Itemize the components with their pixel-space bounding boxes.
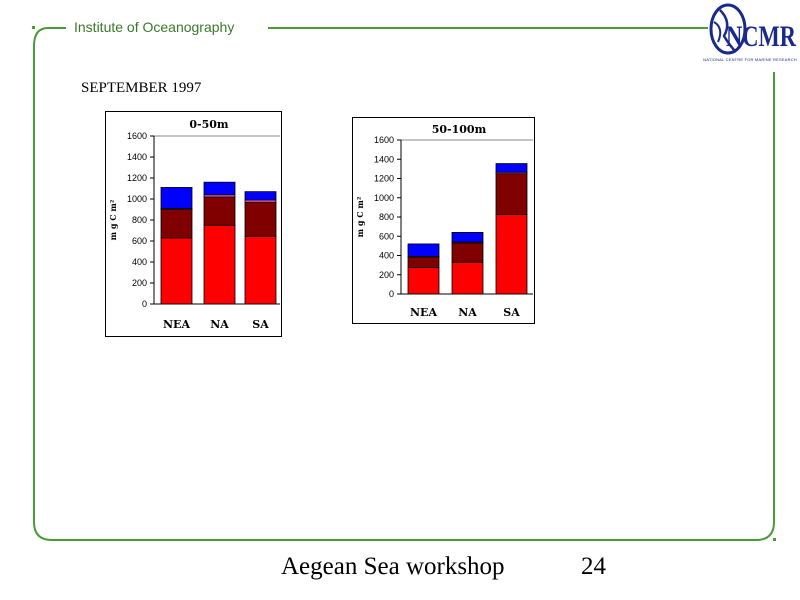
logo-text: NCMR	[726, 20, 796, 53]
bar-segment	[495, 163, 528, 173]
y-axis-label: m g C m²	[108, 199, 118, 240]
chart-title: 50-100m	[432, 123, 487, 136]
bar-segment	[203, 181, 236, 196]
bar-segment	[203, 196, 236, 226]
y-tick-label: 200	[379, 270, 394, 280]
bar-segment	[495, 214, 528, 295]
x-category-label: NA	[458, 306, 477, 319]
y-tick-label: 600	[379, 231, 394, 241]
frame-border	[33, 27, 775, 541]
chart-50-100m: 50-100m 0 200 400 600 800 1000 1200 1400 1600 m g …	[352, 117, 535, 324]
y-tick-label: 1200	[127, 173, 147, 183]
y-tick-label: 1200	[374, 174, 394, 184]
bar-segment	[160, 209, 193, 239]
institute-title: Institute of Oceanography	[74, 19, 235, 35]
logo-subtitle: NATIONAL CENTRE FOR MARINE RESEARCH	[703, 57, 797, 62]
x-category-label: SA	[252, 318, 269, 331]
bar-segment	[451, 232, 484, 243]
y-tick-label: 600	[132, 236, 147, 246]
y-tick-label: 1600	[127, 131, 147, 141]
x-category-label: SA	[503, 306, 520, 319]
bar-segment	[244, 201, 277, 237]
chart-title: 0-50m	[189, 118, 229, 131]
corner-mark	[773, 538, 776, 541]
bar-segment	[244, 235, 277, 305]
y-tick-label: 800	[379, 212, 394, 222]
bar-segment	[244, 191, 277, 201]
y-tick-label: 400	[379, 251, 394, 261]
bar-segment	[495, 173, 528, 215]
y-axis-label: m g C m²	[355, 196, 365, 237]
corner-mark	[32, 26, 35, 29]
bar-segment	[451, 261, 484, 295]
bar-segment	[407, 256, 440, 268]
y-tick-label: 200	[132, 278, 147, 288]
x-category-label: NA	[210, 318, 229, 331]
bar-segment	[407, 267, 440, 295]
y-tick-label: 1000	[127, 194, 147, 204]
y-tick-label: 0	[389, 289, 394, 299]
y-tick-label: 1400	[127, 152, 147, 162]
y-tick-label: 1000	[374, 193, 394, 203]
footer-title: Aegean Sea workshop	[281, 553, 505, 580]
bar-segment	[407, 243, 440, 257]
bar-segment	[160, 187, 193, 209]
x-category-label: NEA	[163, 318, 190, 331]
section-title: SEPTEMBER 1997	[81, 80, 202, 96]
y-tick-label: 1400	[374, 154, 394, 164]
bar-segment	[160, 237, 193, 305]
y-tick-label: 400	[132, 257, 147, 267]
bar-segment	[203, 224, 236, 305]
ncmr-logo: NCMR	[709, 3, 796, 55]
chart-0-50m: 0-50m 0 200 400 600 800 1000 1200 1400 1600 m g C …	[105, 111, 282, 337]
bar-segment	[451, 242, 484, 263]
y-tick-label: 800	[132, 215, 147, 225]
page-number: 24	[581, 553, 606, 580]
y-tick-label: 1600	[374, 135, 394, 145]
y-tick-label: 0	[142, 299, 147, 309]
x-category-label: NEA	[410, 306, 437, 319]
